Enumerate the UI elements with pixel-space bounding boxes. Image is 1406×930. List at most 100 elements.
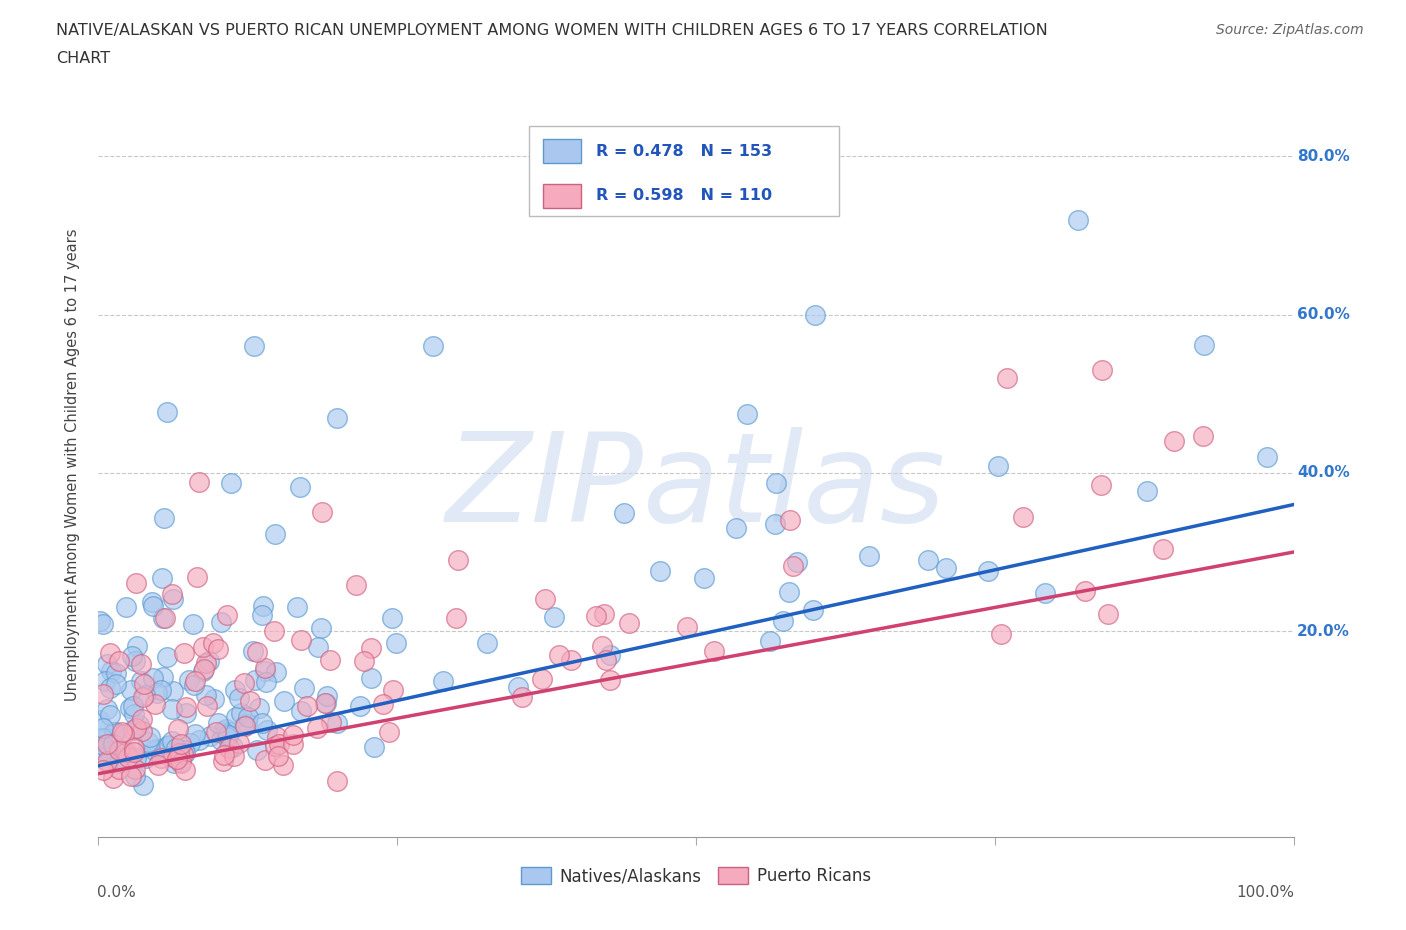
Point [135, 751, 157, 765]
Point [173, 763, 195, 777]
Point [266, 749, 288, 764]
Point [124, 762, 146, 777]
Point [193, 661, 215, 676]
Point [215, 722, 238, 737]
Point [173, 743, 195, 758]
Point [510, 690, 533, 705]
Legend: Natives/Alaskans, Puerto Ricans: Natives/Alaskans, Puerto Ricans [515, 860, 877, 892]
Point [121, 699, 143, 714]
Point [125, 639, 148, 654]
Point [1136, 484, 1159, 498]
Point [91, 737, 114, 752]
Point [160, 701, 183, 716]
Point [141, 594, 163, 609]
Point [150, 571, 173, 586]
Point [534, 592, 557, 607]
FancyBboxPatch shape [543, 184, 581, 207]
Point [162, 591, 184, 606]
Point [132, 689, 155, 704]
Point [319, 653, 342, 668]
Point [98, 681, 121, 696]
Point [201, 635, 224, 650]
Point [122, 745, 145, 760]
Point [125, 721, 148, 736]
Point [243, 672, 266, 687]
Point [290, 633, 312, 648]
Point [132, 777, 155, 792]
Point [724, 521, 747, 536]
Point [115, 600, 138, 615]
Point [118, 701, 141, 716]
Point [177, 673, 200, 688]
Point [613, 506, 636, 521]
Point [91, 731, 114, 746]
Point [384, 635, 406, 650]
Point [326, 410, 349, 425]
Point [595, 653, 617, 668]
Point [1194, 338, 1216, 352]
Point [560, 653, 582, 668]
Point [124, 768, 146, 783]
Point [250, 607, 273, 622]
Point [371, 697, 394, 711]
Point [162, 733, 184, 748]
Point [91, 721, 114, 736]
Point [202, 691, 225, 706]
Y-axis label: Unemployment Among Women with Children Ages 6 to 17 years: Unemployment Among Women with Children A… [65, 229, 80, 701]
Point [344, 578, 367, 592]
Point [763, 517, 786, 532]
Point [145, 742, 167, 757]
Point [165, 740, 187, 755]
Point [242, 644, 264, 658]
Point [693, 570, 716, 585]
Point [191, 640, 214, 655]
Text: R = 0.598   N = 110: R = 0.598 N = 110 [596, 188, 772, 203]
Point [174, 746, 197, 761]
Point [283, 737, 305, 751]
Point [128, 718, 150, 733]
Point [252, 599, 274, 614]
Point [184, 726, 207, 741]
Point [96, 701, 118, 716]
Point [271, 758, 294, 773]
Point [263, 623, 285, 638]
Point [253, 661, 276, 676]
Point [772, 614, 794, 629]
Point [321, 715, 343, 730]
Point [297, 698, 319, 713]
Point [91, 686, 114, 701]
Point [703, 644, 725, 658]
Point [162, 684, 184, 698]
Text: 100.0%: 100.0% [1237, 885, 1295, 900]
Point [735, 406, 758, 421]
Point [236, 716, 259, 731]
Point [96, 737, 118, 751]
Point [187, 733, 209, 748]
Point [290, 704, 312, 719]
Point [245, 742, 267, 757]
Point [224, 683, 246, 698]
Text: ZIPatlas: ZIPatlas [446, 427, 946, 548]
Point [648, 564, 671, 578]
Point [444, 610, 467, 625]
Point [207, 641, 229, 656]
Point [200, 728, 222, 743]
Point [977, 564, 1000, 578]
Point [217, 727, 239, 742]
Point [1090, 478, 1112, 493]
Text: 80.0%: 80.0% [1298, 149, 1350, 164]
Point [228, 736, 250, 751]
Point [363, 740, 385, 755]
Point [122, 706, 145, 721]
Point [786, 554, 808, 569]
Point [263, 738, 285, 753]
Point [145, 685, 167, 700]
Point [1033, 585, 1056, 600]
Point [1074, 584, 1097, 599]
Point [229, 706, 252, 721]
Point [778, 585, 800, 600]
Point [172, 746, 194, 761]
Point [170, 737, 193, 751]
Point [288, 480, 311, 495]
Point [360, 671, 382, 685]
